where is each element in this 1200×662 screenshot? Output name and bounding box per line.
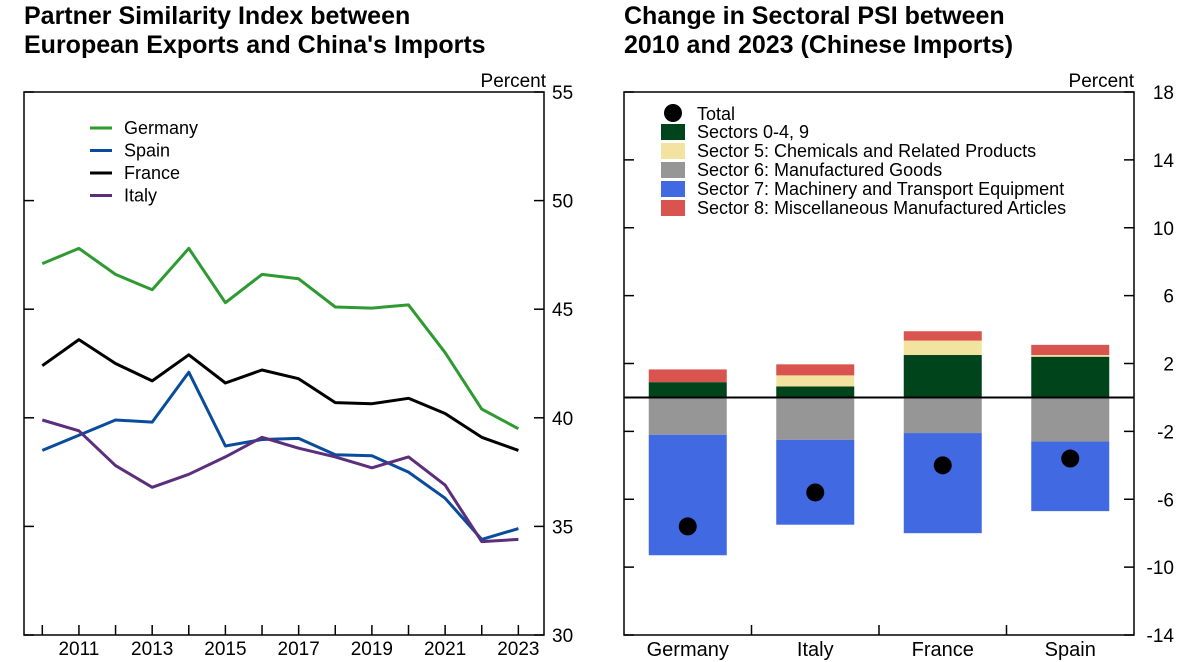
legend-swatch-sector	[661, 200, 685, 216]
right-y-tick-label: -2	[1157, 422, 1174, 443]
bar-segment-germany	[648, 382, 727, 398]
left-y-tick-label: 30	[552, 626, 573, 647]
right-stacked-bars	[624, 331, 1134, 556]
right-y-tick-label: 14	[1153, 151, 1175, 172]
left-x-tick-label: 2021	[424, 639, 466, 660]
legend-swatch-sector	[661, 162, 685, 178]
legend-label-total: Total	[697, 104, 735, 124]
series-line-spain	[41, 370, 519, 541]
legend-swatch-sector	[661, 181, 685, 197]
bar-segment-spain	[1031, 397, 1110, 442]
left-series-lines	[41, 246, 520, 544]
bar-segment-france	[903, 397, 982, 434]
legend-label-france: France	[124, 163, 180, 183]
left-y-tick-label: 35	[552, 517, 573, 538]
left-x-tick-label: 2017	[278, 639, 320, 660]
right-y-tick-label: -6	[1157, 490, 1174, 511]
bar-segment-germany	[648, 397, 727, 435]
right-x-tick-label: Spain	[1045, 639, 1096, 661]
legend-label-sector: Sector 6: Manufactured Goods	[697, 160, 942, 180]
legend-label-sector: Sector 8: Miscellaneous Manufactured Art…	[697, 198, 1066, 218]
bar-segment-spain	[1031, 355, 1110, 357]
right-y-tick-label: 10	[1153, 219, 1174, 240]
right-plot-frame	[623, 91, 1135, 636]
total-marker-italy	[806, 483, 825, 502]
bar-segment-france	[903, 433, 982, 534]
left-x-tick-label: 2023	[497, 639, 539, 660]
bar-segment-italy	[776, 386, 855, 398]
right-y-tick-label: -14	[1147, 626, 1175, 647]
legend-swatch-sector	[661, 143, 685, 159]
bar-segment-italy	[776, 375, 855, 387]
bar-segment-spain	[1031, 356, 1110, 398]
bar-segment-france	[903, 355, 982, 398]
legend-marker-total	[664, 104, 682, 122]
total-marker-france	[933, 456, 952, 475]
right-y-axis: 18 14 10 6 2 -2 -6 -10 -14	[624, 83, 1174, 647]
right-chart-title: Change in Sectoral PSI between 2010 and …	[624, 2, 1014, 59]
bar-segment-italy	[776, 397, 855, 440]
legend-swatch-sector	[661, 124, 685, 140]
bar-segment-spain	[1031, 441, 1110, 512]
legend-label-spain: Spain	[124, 141, 170, 161]
bar-segment-germany	[648, 369, 727, 383]
right-y-tick-label: 2	[1163, 355, 1174, 376]
legend-label-sector: Sectors 0-4, 9	[697, 122, 809, 142]
left-x-tick-label: 2013	[131, 639, 173, 660]
left-y-axis: 30 35 40 45 50 55	[24, 83, 573, 647]
series-line-italy	[41, 418, 519, 544]
left-x-tick-label: 2011	[58, 639, 99, 660]
legend-label-germany: Germany	[124, 118, 198, 138]
right-x-axis: Germany Italy France Spain	[647, 625, 1096, 661]
bar-segment-france	[903, 331, 982, 341]
left-plot-frame	[23, 91, 545, 636]
legend-label-sector: Sector 5: Chemicals and Related Products	[697, 141, 1036, 161]
right-total-markers	[678, 449, 1080, 536]
left-x-tick-label: 2019	[351, 639, 393, 660]
right-y-tick-label: -10	[1147, 558, 1174, 579]
left-x-tick-label: 2015	[204, 639, 246, 660]
bar-segment-italy	[776, 439, 855, 525]
right-y-unit-label: Percent	[1069, 71, 1135, 92]
bar-segment-germany	[648, 434, 727, 556]
bar-segment-france	[903, 340, 982, 356]
left-x-axis: 2011 2013 2015 2017 2019 2021 2023	[41, 625, 540, 660]
bar-segment-spain	[1031, 344, 1110, 356]
left-y-unit-label: Percent	[481, 71, 547, 92]
left-y-tick-label: 50	[552, 192, 573, 213]
right-x-tick-label: France	[912, 639, 974, 661]
left-chart-title: Partner Similarity Index between Europea…	[24, 2, 486, 59]
bar-segment-italy	[776, 364, 855, 376]
left-y-tick-label: 45	[552, 300, 573, 321]
series-line-germany	[41, 246, 520, 431]
right-y-tick-label: 6	[1163, 287, 1174, 308]
total-marker-spain	[1061, 449, 1080, 468]
series-line-france	[41, 338, 519, 452]
legend-label-sector: Sector 7: Machinery and Transport Equipm…	[697, 179, 1064, 199]
legend-label-italy: Italy	[124, 186, 157, 206]
right-x-tick-label: Italy	[797, 639, 834, 661]
right-x-tick-label: Germany	[647, 639, 729, 661]
total-marker-germany	[678, 517, 697, 536]
left-y-tick-label: 40	[552, 409, 573, 430]
left-y-tick-label: 55	[552, 83, 573, 104]
right-y-tick-label: 18	[1153, 83, 1174, 104]
